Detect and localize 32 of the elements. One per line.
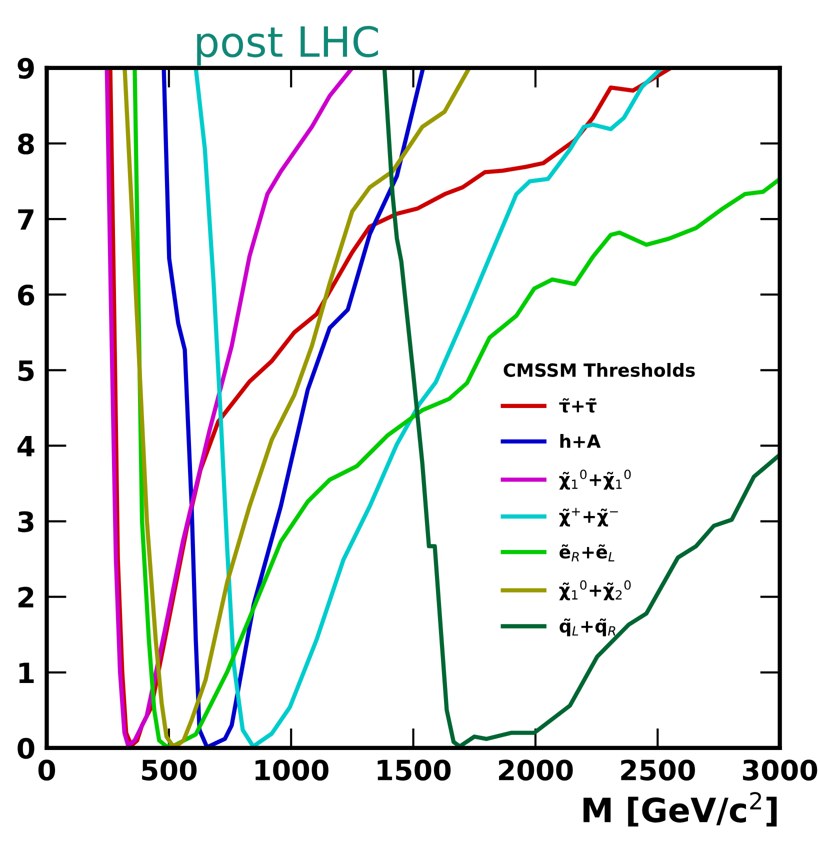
legend-label: h+A bbox=[560, 434, 601, 448]
y-tick-label: 0 bbox=[18, 738, 34, 759]
chart-title: post LHC bbox=[197, 26, 378, 66]
legend-label: χ̃$_{1}$$^{0}$+χ̃$_{1}$$^{0}$ bbox=[559, 470, 631, 490]
y-tick-label: 8 bbox=[18, 133, 34, 154]
y-tick-label: 1 bbox=[19, 662, 34, 683]
legend-title: CMSSM Thresholds bbox=[504, 362, 695, 377]
y-tick-label: 4 bbox=[18, 436, 34, 456]
x-tick-label: 3000 bbox=[743, 760, 818, 781]
legend-label: q̃$_{L}$+q̃$_{R}$ bbox=[560, 618, 616, 636]
x-tick-label: 500 bbox=[142, 760, 197, 781]
y-tick-label: 5 bbox=[18, 360, 34, 382]
line-series bbox=[132, 68, 780, 748]
line-series bbox=[122, 68, 472, 748]
x-tick-label: 1000 bbox=[256, 760, 328, 781]
x-axis-title: M [GeV/c$^{2}$] bbox=[584, 792, 777, 826]
y-tick-label: 9 bbox=[18, 58, 34, 79]
x-tick-label: 0 bbox=[38, 760, 56, 781]
legend-label: ẽ$_{R}$+ẽ$_{L}$ bbox=[560, 544, 614, 562]
legend-label: χ̃$_{1}$$^{0}$+χ̃$_{2}$$^{0}$ bbox=[559, 580, 631, 600]
x-tick-label: 2500 bbox=[621, 760, 695, 781]
y-tick-label: 3 bbox=[18, 511, 34, 532]
line-series bbox=[104, 68, 354, 748]
line-series bbox=[382, 68, 780, 748]
legend-label: χ̃$^{+}$+χ̃$^{−}$ bbox=[559, 508, 618, 526]
x-tick-label: 1500 bbox=[378, 760, 451, 781]
y-tick-label: 2 bbox=[18, 586, 34, 608]
y-tick-label: 7 bbox=[18, 209, 34, 230]
y-tick-label: 6 bbox=[18, 284, 34, 306]
legend-label: τ̃+τ̃̄ bbox=[559, 398, 597, 413]
line-series bbox=[162, 68, 426, 748]
x-tick-label: 2000 bbox=[499, 760, 573, 781]
